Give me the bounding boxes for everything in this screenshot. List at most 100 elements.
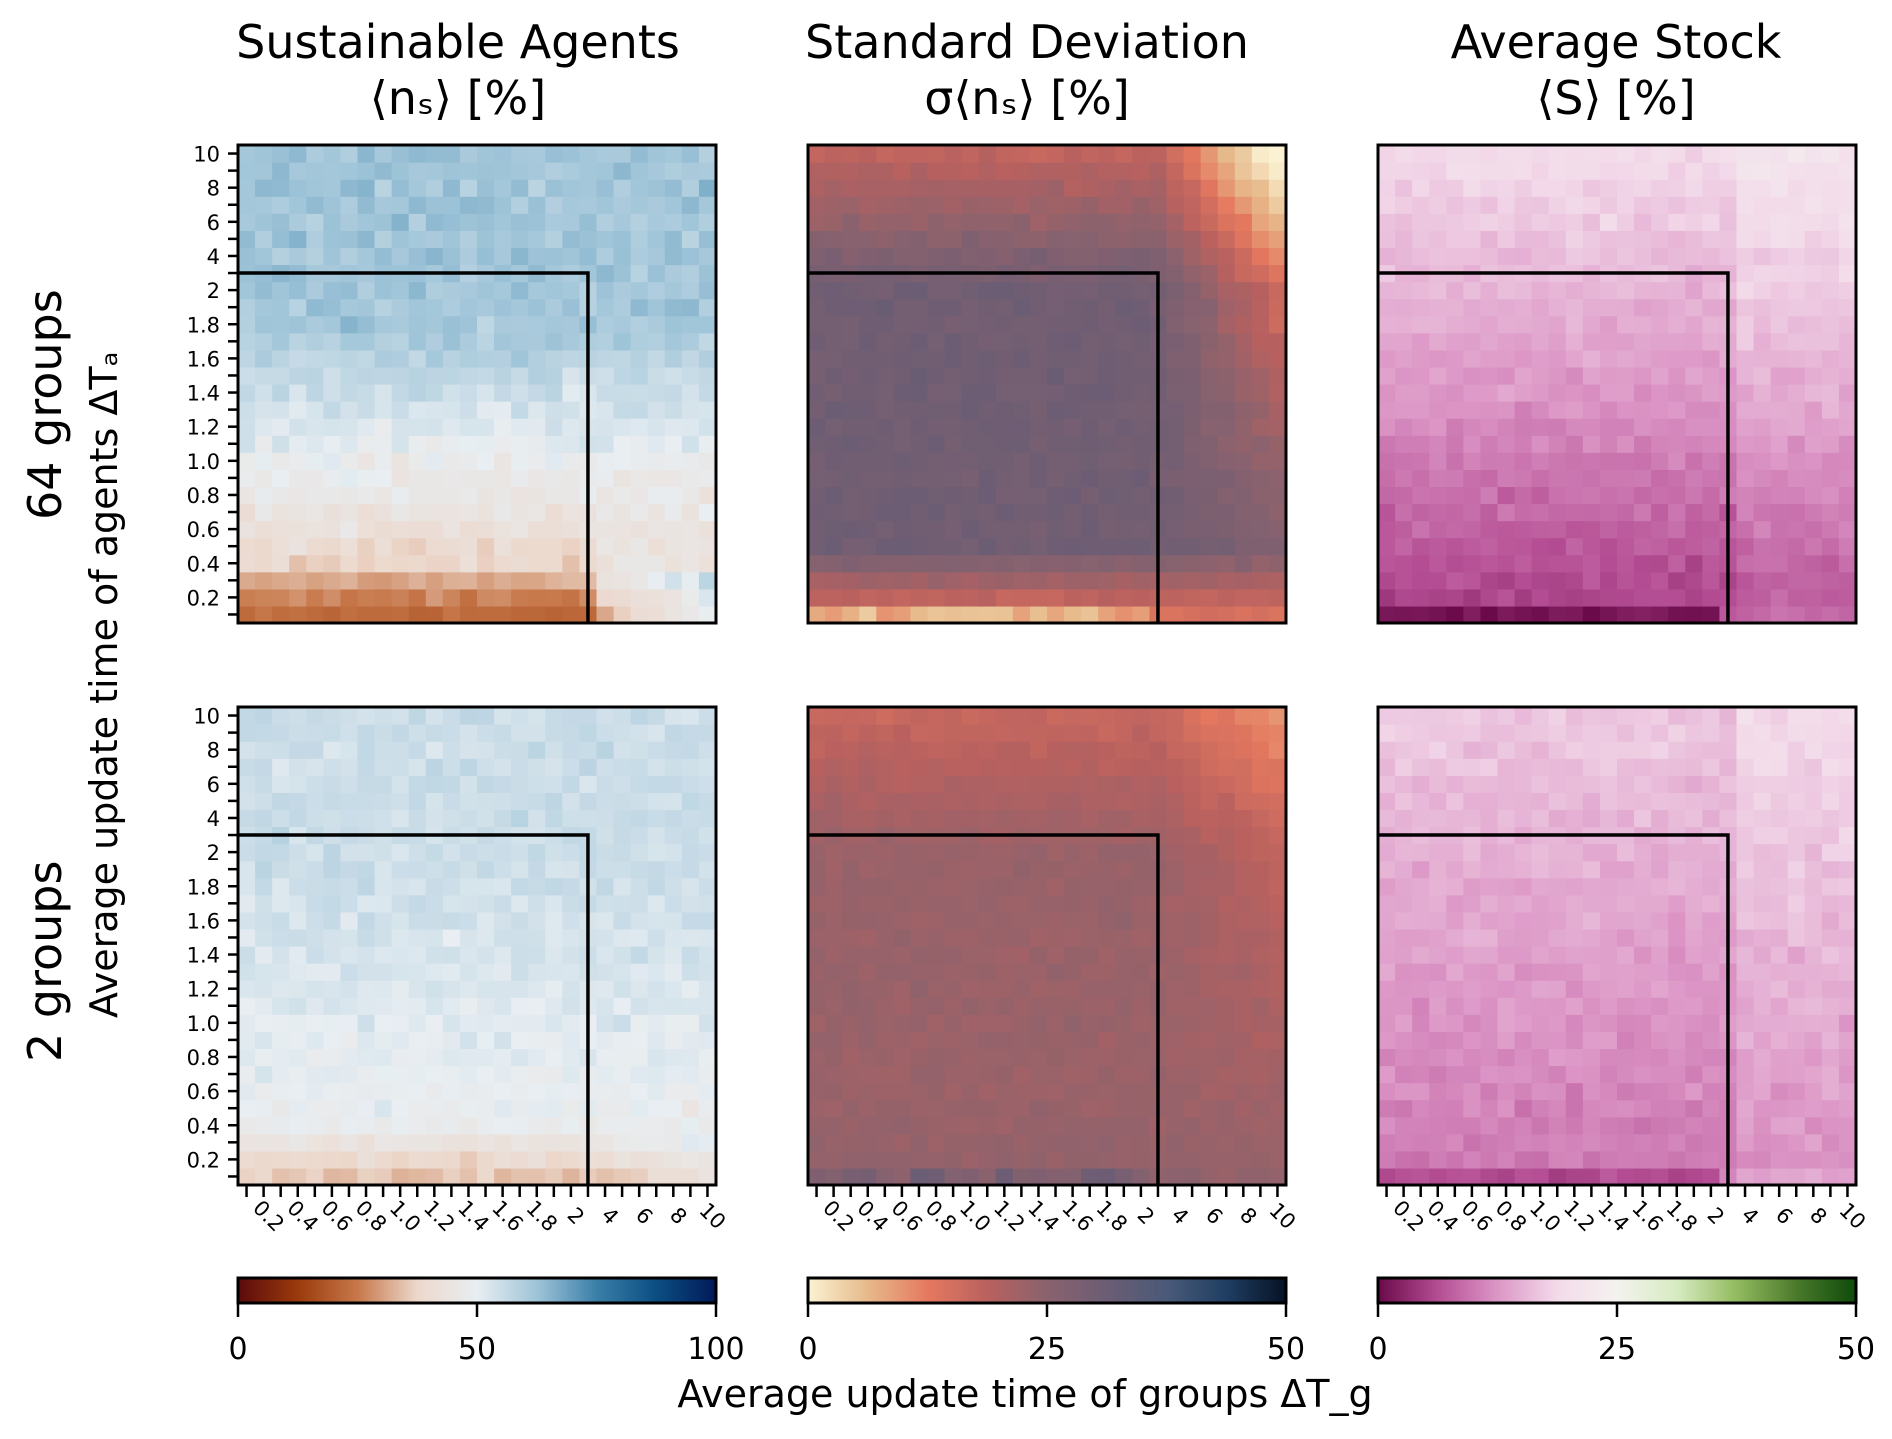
heatmap-cell [255, 213, 273, 231]
heatmap-cell [357, 179, 376, 197]
heatmap-cell [1012, 486, 1031, 505]
heatmap-cell [1200, 503, 1219, 522]
heatmap-cell [306, 332, 324, 351]
heatmap-cell [1497, 418, 1516, 436]
heatmap-cell [825, 1167, 843, 1186]
heatmap-cell [808, 247, 826, 266]
heatmap-cell [613, 281, 632, 300]
heatmap-cell [613, 928, 632, 947]
heatmap-cell [1200, 349, 1219, 368]
heatmap-cell [961, 1150, 980, 1169]
heatmap-cell [859, 213, 877, 231]
heatmap-cell [1029, 486, 1048, 505]
heatmap-cell [1582, 435, 1601, 453]
heatmap-cell [1378, 1014, 1396, 1032]
heatmap-cell [876, 281, 894, 300]
heatmap-cell [1548, 554, 1567, 573]
heatmap-cell [613, 809, 632, 828]
heatmap-cell [1821, 520, 1840, 539]
heatmap-cell [1753, 775, 1772, 793]
heatmap-cell [255, 1167, 273, 1186]
heatmap-cell [477, 605, 495, 624]
heatmap-cell [545, 554, 563, 573]
heatmap-cell [1548, 384, 1567, 402]
heatmap-cell [910, 162, 929, 180]
heatmap-cell [1548, 247, 1567, 266]
heatmap-cell [825, 894, 843, 913]
heatmap-cell [808, 315, 826, 334]
heatmap-cell [681, 724, 700, 742]
heatmap-cell [1217, 264, 1236, 283]
heatmap-cell [995, 469, 1014, 488]
heatmap-cell [1012, 809, 1031, 828]
heatmap-cell [1251, 418, 1270, 436]
heatmap-cell [876, 247, 894, 266]
highlight-region-outline [238, 271, 590, 623]
heatmap-cell [859, 843, 877, 862]
heatmap-cell [1736, 894, 1755, 913]
heatmap-cell [238, 588, 256, 607]
heatmap-cell [1268, 980, 1287, 998]
heatmap-cell [1617, 435, 1635, 453]
heatmap-cell [664, 911, 683, 930]
heatmap-cell [1132, 963, 1151, 981]
heatmap-cell [1787, 860, 1806, 879]
heatmap-cell [842, 247, 860, 266]
heatmap-cell [944, 724, 963, 742]
heatmap-cell [306, 946, 324, 964]
heatmap-cell [1217, 980, 1236, 998]
heatmap-cell [1565, 418, 1584, 436]
heatmap-cell [1047, 963, 1065, 981]
heatmap-cell [1617, 843, 1635, 862]
heatmap-cell [1047, 1150, 1065, 1169]
heatmap-cell [613, 1031, 632, 1050]
heatmap-cell [1497, 1150, 1516, 1169]
heatmap-cell [1200, 145, 1219, 163]
heatmap-cell [1599, 537, 1618, 556]
heatmap-cell [408, 1082, 427, 1101]
heatmap-cell [425, 537, 444, 556]
heatmap-cell [238, 1116, 256, 1135]
heatmap-cell [1012, 230, 1031, 249]
heatmap-cell [1685, 281, 1703, 300]
heatmap-cell [1115, 554, 1133, 573]
heatmap-cell [528, 843, 546, 862]
heatmap-cell [1668, 1031, 1686, 1050]
heatmap-cell [859, 537, 877, 556]
heatmap-cell [1651, 418, 1669, 436]
heatmap-cell [995, 741, 1014, 759]
heatmap-cell [613, 588, 632, 607]
heatmap-cell [1514, 281, 1533, 300]
heatmap-cell [808, 1116, 826, 1135]
heatmap-cell [961, 775, 980, 793]
heatmap-cell [459, 145, 478, 163]
heatmap-cell [1548, 418, 1567, 436]
heatmap-cell [1787, 894, 1806, 913]
heatmap-cell [1395, 605, 1413, 624]
heatmap-cell [1251, 503, 1270, 522]
heatmap-cell [1787, 503, 1806, 522]
heatmap-cell [698, 741, 717, 759]
heatmap-cell [1821, 315, 1840, 334]
heatmap-cell [255, 332, 273, 351]
column-title-average-stock: Average Stock ⟨S⟩ [%] [1316, 14, 1892, 126]
heatmap-cell [1702, 1031, 1721, 1050]
heatmap-cell [1770, 298, 1789, 317]
heatmap-cell [1685, 315, 1703, 334]
heatmap-cell [1497, 571, 1516, 590]
heatmap-cell [1599, 1065, 1618, 1084]
heatmap-cell [545, 281, 563, 300]
heatmap-cell [842, 1133, 860, 1152]
heatmap-cell [1599, 1014, 1618, 1032]
heatmap-cell [808, 1099, 826, 1118]
heatmap-cell [1480, 1150, 1499, 1169]
heatmap-cell [995, 332, 1014, 351]
heatmap-cell [289, 571, 307, 590]
heatmap-cell [664, 315, 683, 334]
heatmap-cell [1668, 452, 1686, 470]
heatmap-cell [442, 315, 461, 334]
heatmap-cell [1029, 571, 1048, 590]
heatmap-cell [1787, 877, 1806, 896]
heatmap-cell [1429, 980, 1447, 998]
heatmap-cell [1446, 384, 1464, 402]
